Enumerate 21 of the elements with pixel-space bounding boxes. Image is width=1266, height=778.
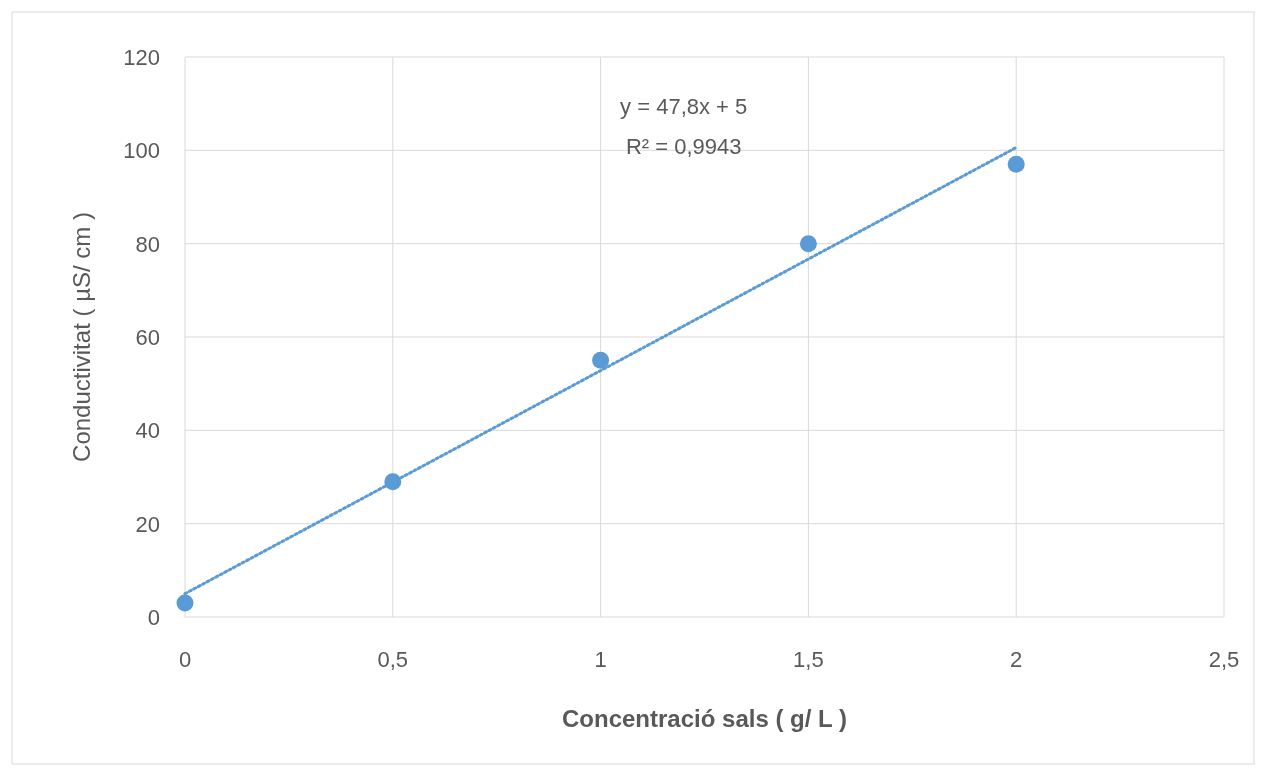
point: [799, 235, 817, 253]
y-tick-label: 0: [147, 605, 160, 630]
x-tick-label: 1: [594, 647, 607, 672]
annotation: R² = 0,9943: [625, 134, 742, 159]
y-tick-label: 60: [135, 325, 160, 350]
y-axis-title: Conductivitat ( µS/ cm ): [68, 212, 95, 462]
point: [592, 351, 610, 369]
y-tick-label: 100: [123, 138, 160, 164]
y-tick-label: 20: [135, 511, 160, 537]
x-tick-label: 2,5: [1208, 647, 1240, 672]
x-tick-label: 2: [1010, 647, 1023, 672]
x-axis-title: Concentració sals ( g/ L ): [562, 705, 847, 732]
annotation: y = 47,8x + 5: [620, 94, 748, 119]
point: [176, 594, 194, 612]
y-tick-label: 120: [123, 45, 160, 70]
x-tick-label: 1,5: [793, 647, 824, 672]
y-tick-label: 80: [135, 231, 160, 257]
x-tick-label: 0,5: [377, 647, 409, 672]
x-tick-label: 0: [178, 647, 192, 672]
y-tick-label: 40: [135, 418, 160, 444]
point: [1007, 155, 1025, 173]
